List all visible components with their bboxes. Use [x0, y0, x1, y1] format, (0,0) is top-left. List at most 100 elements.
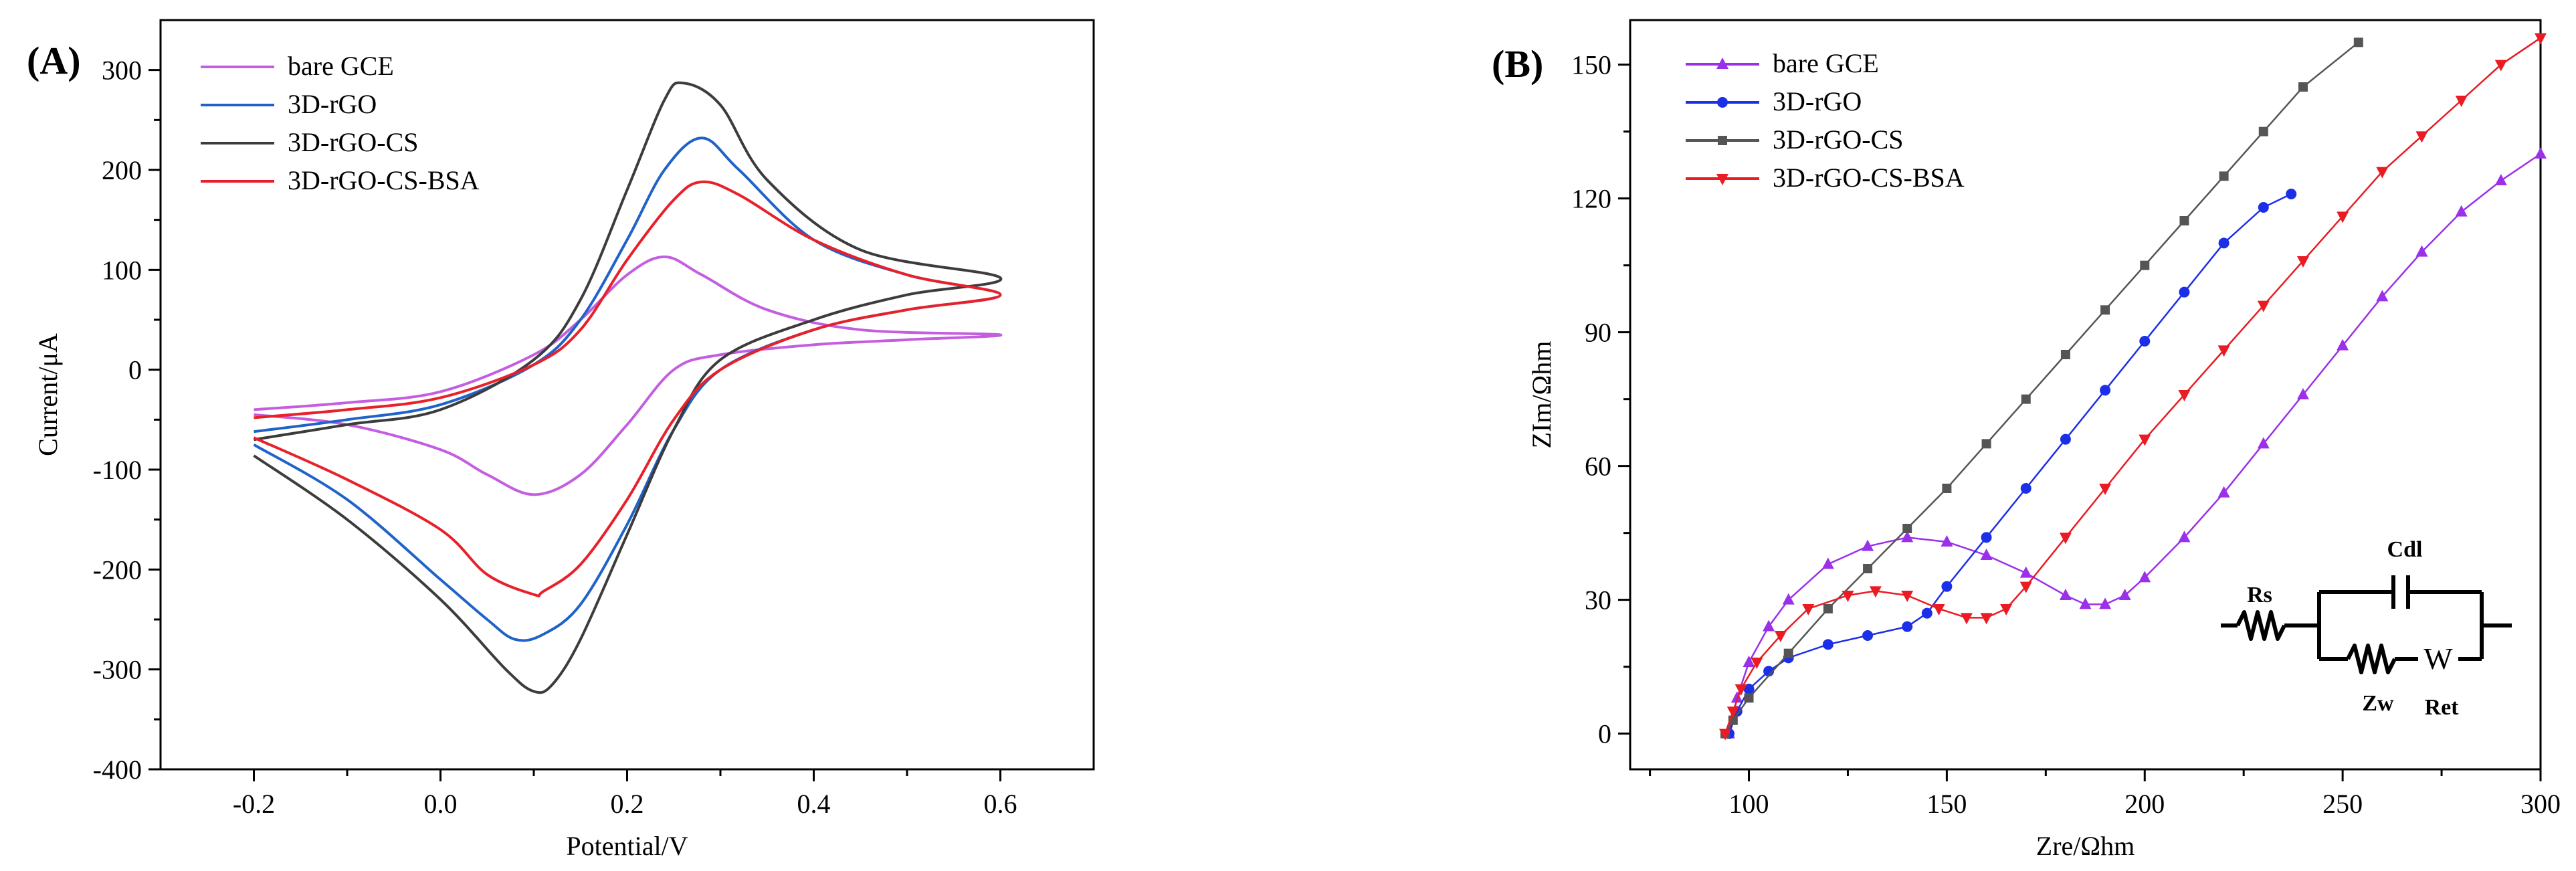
- panel-b-y-tick-label: 120: [1571, 184, 1611, 214]
- panel-b-data-point: [1902, 621, 1913, 632]
- panel-a-chart: (A) -0.2 0.0 0.2 0.4 0.6 -400 -300 -200 -100 0 100 2…: [27, 19, 1095, 861]
- panel-b-series-line: [1728, 153, 2541, 734]
- panel-a-legend: bare GCE 3D-rGO 3D-rGO-CS 3D-rGO-CS-BSA: [201, 51, 480, 195]
- panel-b-x-tick-label: 200: [2124, 789, 2165, 819]
- panel-b-data-point: [1942, 484, 1952, 493]
- panel-b-data-point: [1901, 591, 1914, 602]
- panel-b-data-point: [2060, 350, 2070, 359]
- panel-b-data-point: [1763, 619, 1775, 632]
- circuit-label-zw: Zw: [2362, 691, 2394, 716]
- panel-b-data-point: [2535, 33, 2547, 45]
- panel-b-data-point: [1863, 564, 1873, 573]
- panel-a-series-4: [253, 180, 1002, 598]
- panel-b-data-point: [1751, 658, 1763, 669]
- panel-b-data-point: [1981, 532, 1992, 543]
- panel-b-data-point: [1941, 581, 1953, 592]
- panel-b-data-point: [2217, 486, 2230, 498]
- panel-b-data-point: [2258, 202, 2269, 213]
- panel-b-data-point: [2079, 597, 2092, 609]
- panel-b-legend-marker: [1716, 58, 1728, 69]
- panel-b-data-point: [2337, 338, 2349, 351]
- panel-b-data-point: [1981, 439, 1991, 449]
- panel-b-data-point: [2298, 82, 2308, 92]
- panel-b-data-point: [2099, 597, 2112, 609]
- resistor-rs-icon: [2236, 610, 2286, 641]
- panel-b-data-point: [2494, 174, 2507, 185]
- circuit-label-rs: Rs: [2247, 583, 2272, 607]
- panel-b-data-point: [1901, 530, 1914, 543]
- panel-a-series-line: [253, 81, 1003, 694]
- panel-b-data-point: [2139, 434, 2151, 446]
- panel-b-data-point: [1933, 604, 1945, 615]
- panel-b-data-point: [2257, 300, 2270, 312]
- panel-b-data-point: [2118, 589, 2131, 600]
- panel-b-legend-marker: [1716, 174, 1728, 185]
- panel-b-data-point: [2060, 433, 2071, 445]
- panel-b-data-point: [1822, 639, 1834, 650]
- panel-b-data-point: [1802, 604, 1815, 615]
- panel-b-series-line: [1728, 193, 2292, 735]
- panel-b-legend-marker: [1717, 97, 1728, 108]
- panel-b-data-point: [2139, 336, 2151, 347]
- panel-b-data-point: [1842, 591, 1854, 602]
- panel-b-data-point: [2059, 533, 2072, 545]
- panel-b-data-point: [1744, 693, 1754, 703]
- equivalent-circuit-inset: [2221, 575, 2512, 674]
- panel-b-panel-label: (B): [1492, 42, 1543, 86]
- panel-b-data-point: [2337, 211, 2349, 223]
- panel-b-data-point: [2218, 237, 2230, 249]
- panel-b-series-line: [1724, 41, 2359, 735]
- panel-b-data-point: [2000, 604, 2013, 615]
- panel-b-y-tick-label: 0: [1598, 719, 1611, 749]
- panel-b-data-point: [1980, 549, 1993, 560]
- panel-b-data-point: [2100, 305, 2110, 315]
- panel-b-y-tick-label: 60: [1585, 452, 1611, 482]
- panel-b-data-point: [2286, 189, 2297, 199]
- circuit-label-w: W: [2423, 642, 2453, 676]
- panel-b-legend: bare GCE 3D-rGO 3D-rGO-CS 3D-rGO-CS-BSA: [1686, 48, 1965, 193]
- panel-b-data-point: [2296, 256, 2309, 268]
- panel-b-legend-label: 3D-rGO: [1773, 86, 1862, 116]
- panel-b-y-tick-label: 90: [1585, 318, 1611, 348]
- panel-b-series-4: [1719, 33, 2547, 741]
- panel-a-panel-label: (A): [27, 39, 81, 82]
- panel-a-legend-label: 3D-rGO-CS-BSA: [288, 165, 480, 195]
- panel-a-legend-label: 3D-rGO-CS: [288, 127, 419, 157]
- panel-b-data-point: [2140, 260, 2150, 270]
- panel-b-x-axis-title: Zre/Ωhm: [2036, 831, 2135, 861]
- panel-b-data-point: [2455, 205, 2468, 217]
- panel-b-data-point: [2376, 290, 2389, 302]
- panel-b-x-tick-label: 100: [1729, 789, 1769, 819]
- panel-b-data-point: [2179, 216, 2189, 225]
- panel-b-data-point: [1862, 539, 1874, 551]
- circuit-label-ret: Ret: [2425, 695, 2460, 720]
- panel-b-data-point: [1743, 656, 1755, 667]
- panel-a-series-line: [254, 255, 1003, 496]
- panel-b-data-point: [2178, 530, 2191, 543]
- panel-a-series-2: [253, 136, 1002, 642]
- panel-b-data-point: [2353, 37, 2363, 47]
- resistor-ret-icon: [2346, 644, 2397, 674]
- panel-b-data-point: [1735, 684, 1747, 696]
- panel-b-data-point: [1980, 613, 1993, 625]
- panel-b-data-point: [1869, 586, 1882, 598]
- panel-b-data-point: [1730, 691, 1743, 703]
- panel-b-y-tick-label: 150: [1571, 50, 1611, 80]
- panel-b-data-point: [2257, 437, 2270, 449]
- panel-a-x-tick-label: -0.2: [233, 789, 275, 819]
- panel-b-legend-label: 3D-rGO-CS: [1773, 124, 1904, 155]
- circuit-label-cdl: Cdl: [2387, 537, 2423, 562]
- panel-b-y-axis-title: ZIm/Ωhm: [1526, 341, 1557, 449]
- panel-b-x-tick-label: 300: [2520, 789, 2561, 819]
- panel-b-x-tick-label: 250: [2322, 789, 2363, 819]
- panel-b-data-point: [1902, 524, 1912, 533]
- panel-a-series-line: [253, 136, 1002, 642]
- panel-b-data-point: [2099, 484, 2112, 495]
- panel-b-data-point: [2019, 566, 2032, 578]
- panel-b-data-point: [1719, 729, 1732, 741]
- panel-b-data-point: [1821, 557, 1834, 569]
- panel-b-series-1: [1722, 147, 2547, 739]
- panel-b-data-point: [2296, 388, 2309, 399]
- panel-a-legend-label: bare GCE: [288, 51, 394, 81]
- panel-b-data-point: [1726, 706, 1739, 718]
